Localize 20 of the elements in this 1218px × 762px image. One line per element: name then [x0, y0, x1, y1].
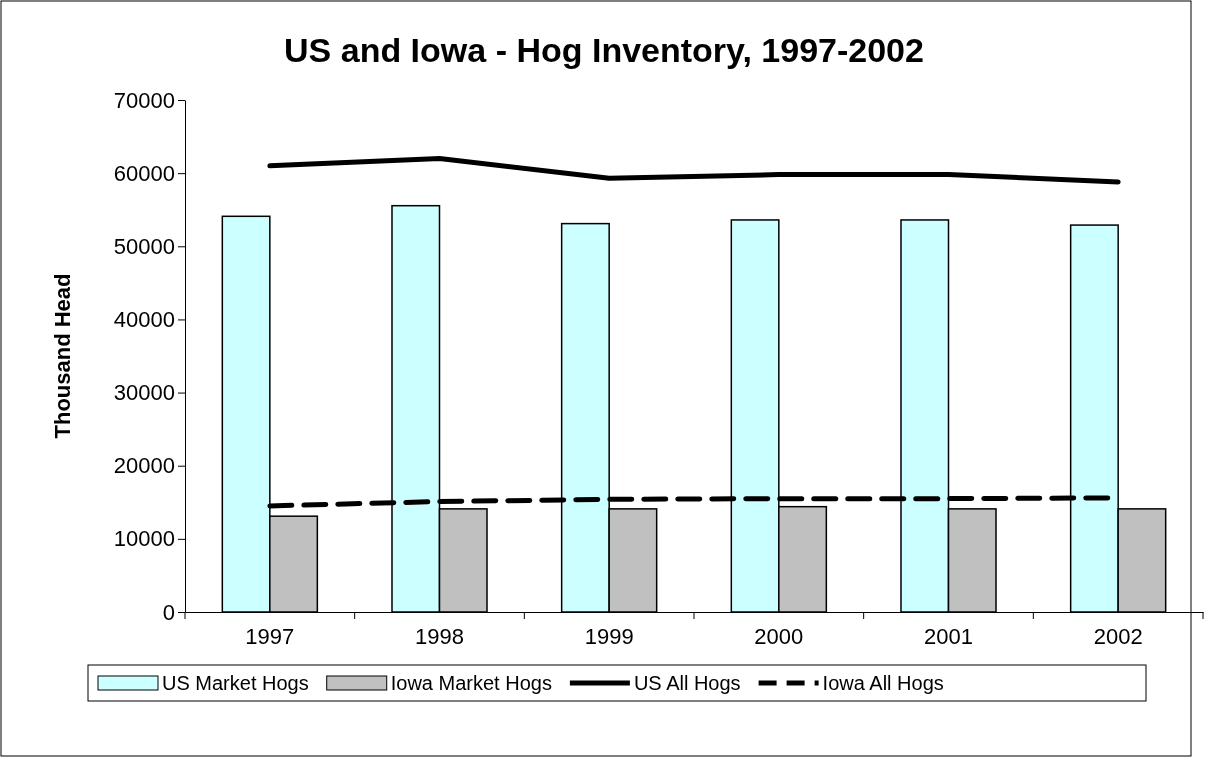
y-tick-label: 50000: [113, 233, 175, 259]
legend-label: US All Hogs: [633, 672, 741, 694]
y-axis-title: Thousand Head: [50, 273, 75, 439]
y-tick-label: 70000: [113, 87, 175, 113]
legend-label: US Market Hogs: [162, 672, 309, 694]
y-tick-label: 40000: [113, 306, 175, 332]
y-tick-label: 20000: [113, 453, 175, 479]
legend-label: Iowa Market Hogs: [390, 672, 552, 694]
y-tick-label: 0: [162, 599, 175, 625]
y-tick-label: 60000: [113, 160, 175, 186]
x-tick-label: 2001: [924, 623, 973, 649]
y-tick-label: 30000: [113, 380, 175, 406]
x-tick-label: 1998: [415, 623, 464, 649]
chart-title: US and Iowa - Hog Inventory, 1997-2002: [284, 31, 924, 69]
legend-label: Iowa All Hogs: [822, 672, 944, 694]
x-tick-label: 1997: [245, 623, 295, 649]
x-tick-label: 1999: [584, 623, 634, 649]
y-tick-label: 10000: [113, 526, 175, 552]
x-tick-label: 2002: [1093, 623, 1143, 649]
x-tick-label: 2000: [754, 623, 804, 649]
